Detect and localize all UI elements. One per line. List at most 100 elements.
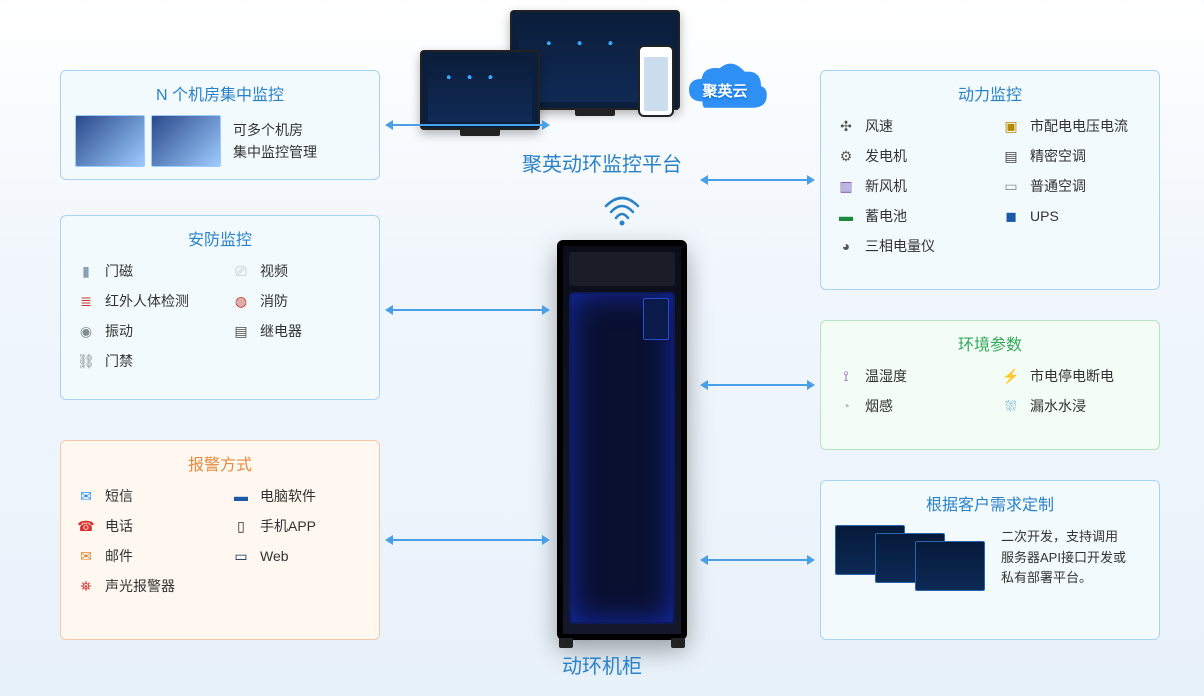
list-item: ☎ 电话 — [75, 515, 210, 537]
item-label: 振动 — [105, 321, 133, 341]
list-item: ⟟ 温湿度 — [835, 365, 980, 387]
list-item: ◔ 烟感 — [835, 395, 980, 417]
list-item: ▥ 新风机 — [835, 175, 980, 197]
list-item: ▬ 蓄电池 — [835, 205, 980, 227]
item-label: 门禁 — [105, 351, 133, 371]
panel-title: 环境参数 — [835, 331, 1145, 355]
item-icon: ☎ — [75, 515, 97, 537]
panel-custom: 根据客户需求定制二次开发，支持调用服务器API接口开发或私有部署平台。 — [820, 480, 1160, 640]
item-label: 烟感 — [865, 396, 893, 416]
item-label: 红外人体检测 — [105, 291, 189, 311]
item-icon: ⟟ — [835, 365, 857, 387]
panel-env: 环境参数 ⟟ 温湿度 ⚡ 市电停电断电 ◔ 烟感 ⛆ 漏水水浸 — [820, 320, 1160, 450]
list-item: ▤ 精密空调 — [1000, 145, 1145, 167]
item-label: 邮件 — [105, 546, 133, 566]
list-item: ▭ 普通空调 — [1000, 175, 1145, 197]
list-item: ▣ 市配电电压电流 — [1000, 115, 1145, 137]
cloud-label: 聚英云 — [682, 80, 768, 101]
room-thumb — [75, 115, 145, 167]
list-item: ✉ 邮件 — [75, 545, 210, 567]
panel-title: 报警方式 — [75, 451, 365, 475]
panel-alert: 报警方式✉短信▬电脑软件☎电话▯手机APP✉邮件▭Web⛯声光报警器 — [60, 440, 380, 640]
list-item: ◼ UPS — [1000, 205, 1145, 227]
item-label: 消防 — [260, 291, 288, 311]
cabinet-screen — [643, 298, 669, 340]
item-label: 新风机 — [865, 176, 907, 196]
item-icon: ⎚ — [230, 260, 252, 282]
room-thumb — [151, 115, 221, 167]
panel-title: N 个机房集中监控 — [75, 81, 365, 105]
item-icon: ◉ — [75, 320, 97, 342]
item-icon: ▣ — [1000, 115, 1022, 137]
monitor-laptop — [420, 50, 540, 130]
item-label: 精密空调 — [1030, 146, 1086, 166]
item-icon: ⛯ — [75, 575, 97, 597]
item-icon: ▬ — [230, 485, 252, 507]
cabinet — [557, 240, 687, 640]
item-icon: ◼ — [1000, 205, 1022, 227]
panel-rooms: N 个机房集中监控可多个机房集中监控管理 — [60, 70, 380, 180]
item-label: 电脑软件 — [260, 486, 316, 506]
item-label: 风速 — [865, 116, 893, 136]
item-label: 市配电电压电流 — [1030, 116, 1128, 136]
list-item: ◕ 三相电量仪 — [835, 235, 980, 257]
platform-devices: 聚英云 — [420, 10, 700, 140]
item-label: 普通空调 — [1030, 176, 1086, 196]
item-label: 发电机 — [865, 146, 907, 166]
item-icon: ◔ — [835, 395, 857, 417]
list-item: ◍ 消防 — [230, 290, 365, 312]
item-label: 三相电量仪 — [865, 236, 935, 256]
item-icon: ▬ — [835, 205, 857, 227]
panel-title: 安防监控 — [75, 226, 365, 250]
item-label: Web — [260, 548, 289, 564]
list-item: ▭Web — [230, 545, 365, 567]
phone-mockup — [638, 45, 674, 117]
list-item: ⎚ 视频 — [230, 260, 365, 282]
item-label: 视频 — [260, 261, 288, 281]
panel-title: 动力监控 — [835, 81, 1145, 105]
item-label: 继电器 — [260, 321, 302, 341]
item-label: 门磁 — [105, 261, 133, 281]
list-item: ⛆ 漏水水浸 — [1000, 395, 1145, 417]
item-icon: ✉ — [75, 485, 97, 507]
item-icon: ▮ — [75, 260, 97, 282]
list-item: ◉ 振动 — [75, 320, 210, 342]
list-item: ▬ 电脑软件 — [230, 485, 365, 507]
item-icon: ▯ — [230, 515, 252, 537]
cabinet-label: 动环机柜 — [0, 650, 1204, 679]
item-icon: ⛆ — [1000, 395, 1022, 417]
item-icon: ▭ — [1000, 175, 1022, 197]
panel-desc: 可多个机房集中监控管理 — [233, 119, 317, 164]
item-label: 漏水水浸 — [1030, 396, 1086, 416]
item-icon: ⚙ — [835, 145, 857, 167]
panel-power: 动力监控 ✣风速 ▣ 市配电电压电流 ⚙ 发电机 ▤ 精密空调 ▥ 新风机 ▭ 普通空调 ▬ 蓄电池 ◼ UP… — [820, 70, 1160, 290]
list-item: ⛯ 声光报警器 — [75, 575, 210, 597]
item-icon: ⛓ — [75, 350, 97, 372]
item-icon: ≣ — [75, 290, 97, 312]
item-icon: ✉ — [75, 545, 97, 567]
item-label: 温湿度 — [865, 366, 907, 386]
panel-title: 根据客户需求定制 — [835, 491, 1145, 515]
item-label: 电话 — [105, 516, 133, 536]
list-item: ▤ 继电器 — [230, 320, 365, 342]
item-icon: ▤ — [230, 320, 252, 342]
panel-security: 安防监控 ▮ 门磁 ⎚ 视频 ≣ 红外人体检测 ◍ 消防 ◉ 振动 ▤ 继电器 ⛓ 门禁 — [60, 215, 380, 400]
list-item: ✉ 短信 — [75, 485, 210, 507]
item-icon: ⚡ — [1000, 365, 1022, 387]
item-icon: ▥ — [835, 175, 857, 197]
list-item: ✣风速 — [835, 115, 980, 137]
item-label: 声光报警器 — [105, 576, 175, 596]
list-item: ⚡ 市电停电断电 — [1000, 365, 1145, 387]
item-label: 市电停电断电 — [1030, 366, 1114, 386]
wifi-icon — [602, 188, 642, 228]
item-icon: ▤ — [1000, 145, 1022, 167]
list-item: ≣ 红外人体检测 — [75, 290, 210, 312]
item-icon: ◕ — [835, 235, 857, 257]
item-label: UPS — [1030, 208, 1059, 224]
list-item: ▮ 门磁 — [75, 260, 210, 282]
item-label: 蓄电池 — [865, 206, 907, 226]
item-icon: ◍ — [230, 290, 252, 312]
list-item: ⛓ 门禁 — [75, 350, 210, 372]
list-item: ⚙ 发电机 — [835, 145, 980, 167]
item-label: 短信 — [105, 486, 133, 506]
